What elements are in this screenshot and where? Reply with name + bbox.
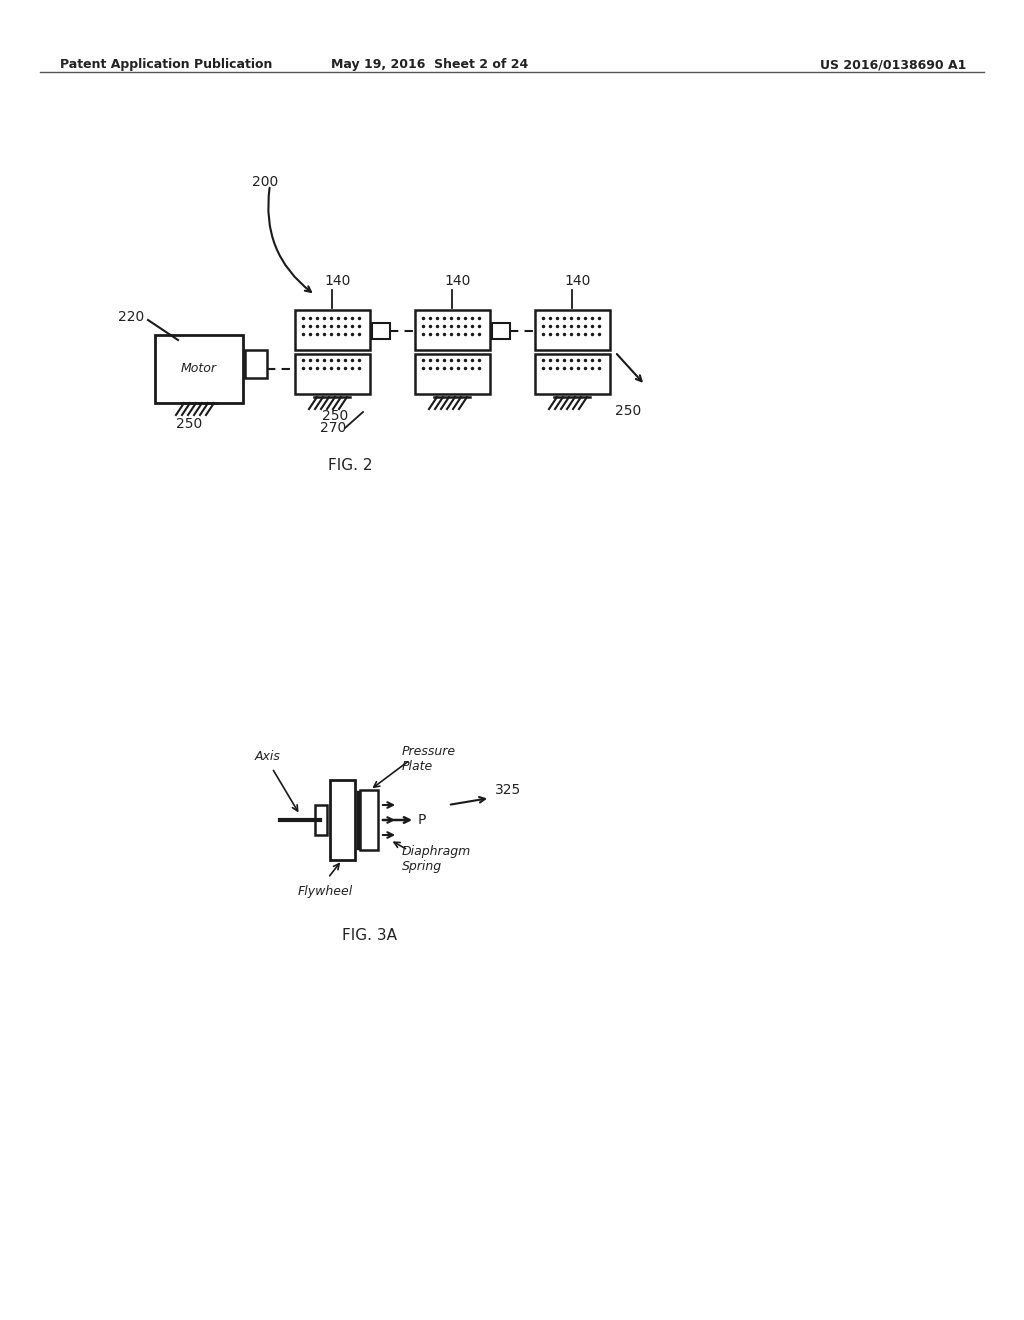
Text: FIG. 3A: FIG. 3A bbox=[342, 928, 397, 942]
Bar bbox=[415, 354, 490, 393]
Text: 140: 140 bbox=[324, 275, 350, 288]
Text: 250: 250 bbox=[176, 417, 202, 432]
Text: Pressure
Plate: Pressure Plate bbox=[402, 744, 456, 774]
Text: Motor: Motor bbox=[181, 363, 217, 375]
Text: 250: 250 bbox=[615, 404, 641, 418]
Text: May 19, 2016  Sheet 2 of 24: May 19, 2016 Sheet 2 of 24 bbox=[332, 58, 528, 71]
Text: 140: 140 bbox=[564, 275, 591, 288]
Bar bbox=[535, 310, 610, 350]
Bar bbox=[535, 354, 610, 393]
Text: P: P bbox=[418, 813, 426, 828]
Text: 250: 250 bbox=[322, 409, 348, 422]
Bar bbox=[492, 323, 510, 339]
Text: 140: 140 bbox=[444, 275, 470, 288]
Bar bbox=[245, 350, 267, 378]
Text: 220: 220 bbox=[118, 310, 144, 323]
Bar bbox=[155, 335, 243, 403]
Bar bbox=[295, 354, 370, 393]
Text: Axis: Axis bbox=[255, 750, 281, 763]
Text: Diaphragm
Spring: Diaphragm Spring bbox=[402, 845, 471, 873]
Bar bbox=[415, 310, 490, 350]
Text: FIG. 2: FIG. 2 bbox=[328, 458, 373, 473]
Text: Flywheel: Flywheel bbox=[298, 884, 353, 898]
Bar bbox=[295, 310, 370, 350]
Bar bbox=[330, 780, 355, 861]
Bar bbox=[360, 789, 378, 850]
Bar bbox=[372, 323, 390, 339]
Text: US 2016/0138690 A1: US 2016/0138690 A1 bbox=[820, 58, 967, 71]
Text: Patent Application Publication: Patent Application Publication bbox=[60, 58, 272, 71]
Bar bbox=[315, 805, 327, 836]
Text: 200: 200 bbox=[252, 176, 279, 189]
Text: 270: 270 bbox=[319, 421, 346, 436]
Text: 325: 325 bbox=[495, 783, 521, 797]
